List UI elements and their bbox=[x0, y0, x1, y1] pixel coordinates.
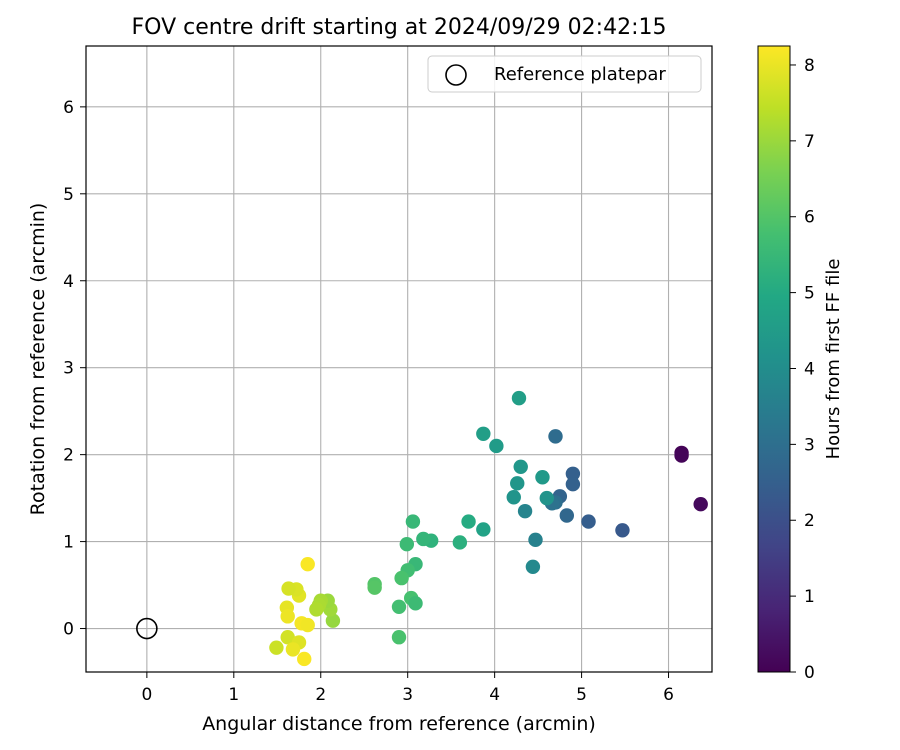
y-gridlines bbox=[86, 106, 712, 630]
colorbar: 0 1 2 3 4 5 6 7 8 Hours from first FF file bbox=[757, 45, 844, 683]
data-point bbox=[476, 522, 491, 537]
data-point bbox=[394, 570, 409, 586]
x-tick-label: 0 bbox=[141, 685, 152, 705]
data-point bbox=[452, 535, 468, 550]
legend-reference-marker bbox=[445, 64, 467, 86]
data-point bbox=[300, 556, 315, 572]
colorbar-tick-label: 0 bbox=[804, 663, 815, 683]
y-tick-label: 2 bbox=[63, 446, 74, 466]
data-point bbox=[405, 514, 421, 529]
data-point bbox=[535, 470, 550, 485]
x-axis-label: Angular distance from reference (arcmin) bbox=[202, 713, 596, 735]
data-points bbox=[269, 390, 708, 667]
y-tick-label: 4 bbox=[63, 272, 74, 292]
data-point bbox=[416, 531, 431, 547]
data-point bbox=[539, 490, 555, 506]
data-point bbox=[280, 630, 295, 645]
data-point bbox=[674, 448, 689, 463]
data-point bbox=[565, 466, 581, 481]
data-point bbox=[281, 581, 296, 596]
data-point bbox=[476, 426, 491, 441]
data-point bbox=[408, 596, 423, 611]
x-tick-label: 4 bbox=[489, 685, 500, 705]
data-point bbox=[325, 613, 341, 628]
colorbar-tick-label: 7 bbox=[804, 132, 815, 152]
data-point bbox=[300, 617, 315, 633]
data-point bbox=[309, 602, 324, 617]
x-gridlines bbox=[146, 46, 670, 672]
colorbar-tick-label: 3 bbox=[804, 435, 815, 455]
legend-entry-reference: Reference platepar bbox=[494, 64, 666, 85]
data-point bbox=[391, 599, 407, 614]
data-point bbox=[367, 580, 382, 595]
data-point bbox=[525, 559, 541, 574]
colorbar-tick-label: 2 bbox=[804, 511, 815, 531]
data-point bbox=[461, 514, 476, 529]
y-tick-label: 3 bbox=[63, 359, 74, 379]
colorbar-tick-label: 5 bbox=[804, 284, 815, 304]
x-tick-label: 3 bbox=[402, 685, 413, 705]
y-tick-label: 1 bbox=[63, 533, 74, 553]
y-axis-label: Rotation from reference (arcmin) bbox=[27, 203, 49, 516]
data-point bbox=[297, 651, 312, 667]
data-point bbox=[391, 630, 407, 645]
plot-frame bbox=[85, 45, 713, 673]
x-tick-label: 5 bbox=[576, 685, 587, 705]
data-point bbox=[565, 477, 581, 492]
data-point bbox=[511, 390, 527, 406]
legend: Reference platepar bbox=[427, 55, 702, 93]
reference-platepar-marker bbox=[136, 617, 158, 640]
data-point bbox=[510, 476, 525, 491]
data-point bbox=[615, 523, 630, 538]
data-point bbox=[513, 459, 528, 475]
colorbar-tick-label: 4 bbox=[804, 359, 815, 379]
data-point bbox=[269, 640, 284, 655]
x-tick-label: 1 bbox=[228, 685, 239, 705]
x-ticks: 0 1 2 3 4 5 6 bbox=[141, 672, 674, 705]
x-tick-label: 6 bbox=[663, 685, 674, 705]
x-tick-label: 2 bbox=[315, 685, 326, 705]
y-tick-label: 6 bbox=[63, 98, 74, 118]
data-point bbox=[528, 532, 543, 548]
y-tick-label: 5 bbox=[63, 185, 74, 205]
colorbar-label: Hours from first FF file bbox=[823, 259, 844, 460]
data-point bbox=[489, 438, 504, 454]
colorbar-ticks: 0 1 2 3 4 5 6 7 8 bbox=[790, 56, 815, 683]
data-point bbox=[559, 508, 575, 523]
data-point bbox=[548, 429, 563, 444]
data-point bbox=[280, 609, 295, 624]
data-point bbox=[517, 503, 533, 519]
colorbar-tick-label: 8 bbox=[804, 56, 815, 76]
colorbar-tick-label: 1 bbox=[804, 587, 815, 607]
y-tick-label: 0 bbox=[63, 620, 74, 640]
chart-title: FOV centre drift starting at 2024/09/29 … bbox=[132, 15, 667, 40]
y-ticks: 0 1 2 3 4 5 6 bbox=[63, 98, 86, 640]
legend-box bbox=[427, 55, 702, 93]
data-point bbox=[693, 496, 708, 512]
data-point bbox=[581, 514, 596, 529]
colorbar-gradient bbox=[757, 45, 791, 673]
colorbar-tick-label: 6 bbox=[804, 208, 815, 228]
data-point bbox=[399, 536, 415, 552]
data-point bbox=[285, 642, 301, 657]
data-point bbox=[506, 490, 521, 505]
